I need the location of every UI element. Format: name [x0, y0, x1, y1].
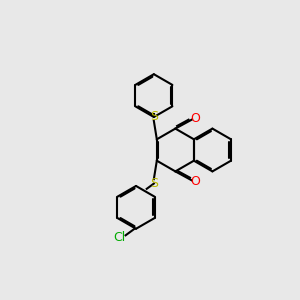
Text: Cl: Cl — [113, 231, 126, 244]
Text: O: O — [190, 175, 200, 188]
Text: O: O — [190, 112, 200, 125]
Text: S: S — [150, 110, 158, 123]
Text: S: S — [150, 177, 158, 190]
